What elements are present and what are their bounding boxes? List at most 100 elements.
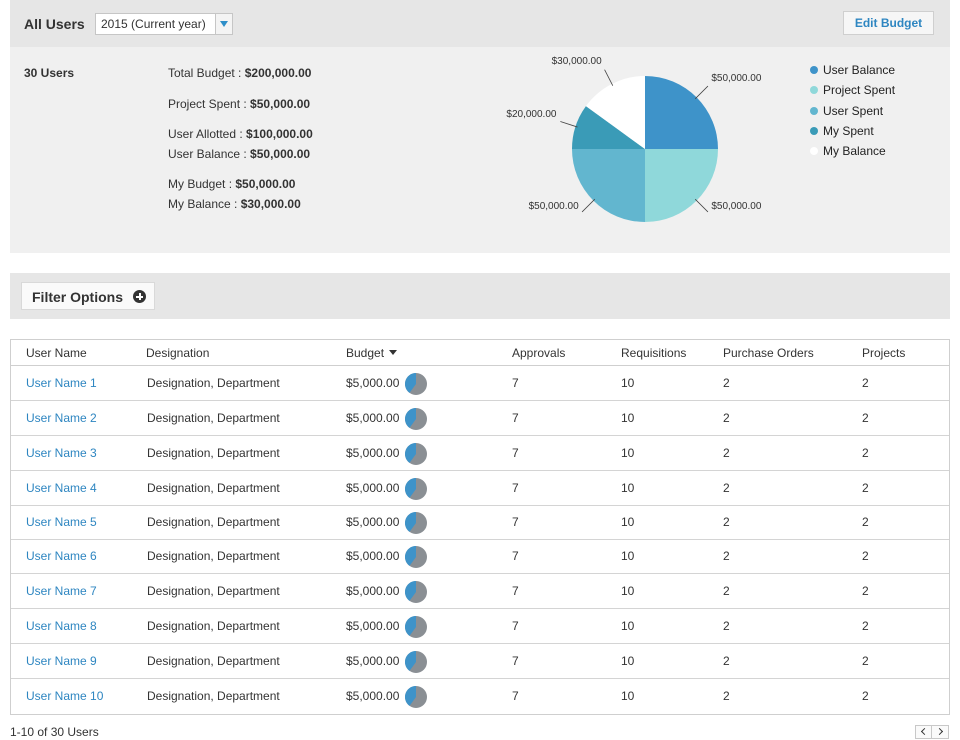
chevron-down-icon[interactable] [215,14,232,34]
projects-cell: 2 [862,376,869,390]
budget-mini-pie-used [405,443,416,463]
pagination-controls [915,725,949,739]
pie-leader-line [694,85,709,100]
pie-slice-my-spent [572,106,645,149]
user-name-link[interactable]: User Name 6 [26,549,97,563]
col-header-budget[interactable]: Budget [346,346,398,360]
pie-data-label: $20,000.00 [506,108,557,120]
chevron-left-icon [920,727,929,736]
requisitions-cell: 10 [621,654,635,668]
budget-mini-pie [405,512,427,534]
plus-circle-icon[interactable] [133,290,146,303]
approvals-cell: 7 [512,584,519,598]
approvals-cell: 7 [512,654,519,668]
edit-budget-button[interactable]: Edit Budget [843,11,934,35]
users-table: User Name Designation Budget Approvals R… [10,339,950,715]
user-name-link[interactable]: User Name 4 [26,481,97,495]
chevron-right-icon [935,727,944,736]
approvals-cell: 7 [512,515,519,529]
pie-data-label: $30,000.00 [551,55,602,67]
col-header-projects[interactable]: Projects [862,346,906,360]
budget-mini-pie [405,443,427,465]
user-name-link[interactable]: User Name 1 [26,376,97,390]
legend-label: My Spent [823,123,874,138]
budget-mini-pie [405,408,427,430]
user-name-link[interactable]: User Name 10 [26,689,104,703]
approvals-cell: 7 [512,411,519,425]
purchase-orders-cell: 2 [723,515,730,529]
prev-page-button[interactable] [916,726,932,738]
pie-leader-line [604,69,614,86]
budget-cell: $5,000.00 [346,619,400,633]
designation-cell: Designation, Department [147,376,280,390]
year-select[interactable]: 2015 (Current year) [95,13,233,35]
designation-cell: Designation, Department [147,654,280,668]
chart-legend: User Balance Project Spent User Spent My Sp… [810,62,895,163]
requisitions-cell: 10 [621,584,635,598]
col-header-purchase-orders[interactable]: Purchase Orders [723,346,814,360]
pie-data-label: $50,000.00 [528,201,579,213]
budget-mini-pie-used [405,581,416,601]
designation-cell: Designation, Department [147,549,280,563]
legend-item: User Balance [810,62,895,82]
user-name-link[interactable]: User Name 2 [26,411,97,425]
pie-slice-my-balance [585,75,645,149]
legend-item: User Spent [810,103,895,123]
budget-cell: $5,000.00 [346,411,400,425]
budget-cell: $5,000.00 [346,515,400,529]
budget-cell: $5,000.00 [346,481,400,495]
designation-cell: Designation, Department [147,515,280,529]
projects-cell: 2 [862,515,869,529]
col-header-approvals[interactable]: Approvals [512,346,566,360]
budget-mini-pie-used [405,616,416,636]
requisitions-cell: 10 [621,689,635,703]
filter-bar: Filter Options [10,273,950,319]
filter-options-label: Filter Options [32,289,123,305]
approvals-cell: 7 [512,549,519,563]
budget-mini-pie [405,616,427,638]
budget-summary-panel: All Users 2015 (Current year) Edit Budge… [10,0,950,253]
requisitions-cell: 10 [621,376,635,390]
designation-cell: Designation, Department [147,411,280,425]
projects-cell: 2 [862,481,869,495]
legend-label: Project Spent [823,83,896,98]
purchase-orders-cell: 2 [723,619,730,633]
purchase-orders-cell: 2 [723,481,730,495]
budget-cell: $5,000.00 [346,549,400,563]
purchase-orders-cell: 2 [723,446,730,460]
budget-mini-pie-used [405,686,416,706]
legend-dot-icon [810,106,818,115]
next-page-button[interactable] [933,726,949,738]
legend-label: User Balance [823,63,896,77]
stat-user-allotted: User Allotted : $100,000.00 [168,127,313,141]
budget-pie-chart: $50,000.00 $50,000.00 $50,000.00 $20,000.00… [480,50,780,240]
legend-label: My Balance [823,144,886,159]
budget-mini-pie-used [405,408,416,428]
filter-options-toggle[interactable]: Filter Options [21,282,155,310]
budget-mini-pie-used [405,651,416,671]
user-name-link[interactable]: User Name 7 [26,584,97,598]
col-header-designation[interactable]: Designation [146,346,210,360]
purchase-orders-cell: 2 [723,549,730,563]
table-row: User Name 9 Designation, Department $5,000… [11,644,949,679]
budget-mini-pie [405,478,427,500]
table-row: User Name 5 Designation, Department $5,000… [11,506,949,540]
pie-leader-line [694,198,709,213]
sort-desc-icon[interactable] [389,350,398,355]
year-select-value: 2015 (Current year) [101,17,206,31]
purchase-orders-cell: 2 [723,689,730,703]
projects-cell: 2 [862,584,869,598]
table-row: User Name 3 Designation, Department $5,000… [11,436,949,471]
user-name-link[interactable]: User Name 9 [26,654,97,668]
budget-mini-pie-used [405,478,416,498]
col-header-requisitions[interactable]: Requisitions [621,346,687,360]
budget-mini-pie-used [405,512,416,532]
col-header-user-name[interactable]: User Name [26,346,87,360]
user-name-link[interactable]: User Name 3 [26,446,97,460]
pie-data-label: $50,000.00 [711,72,762,84]
legend-item: Project Spent [810,82,895,102]
pie-leader-line [560,121,578,128]
pie-data-label: $50,000.00 [711,201,762,213]
user-name-link[interactable]: User Name 5 [26,515,97,529]
user-name-link[interactable]: User Name 8 [26,619,97,633]
